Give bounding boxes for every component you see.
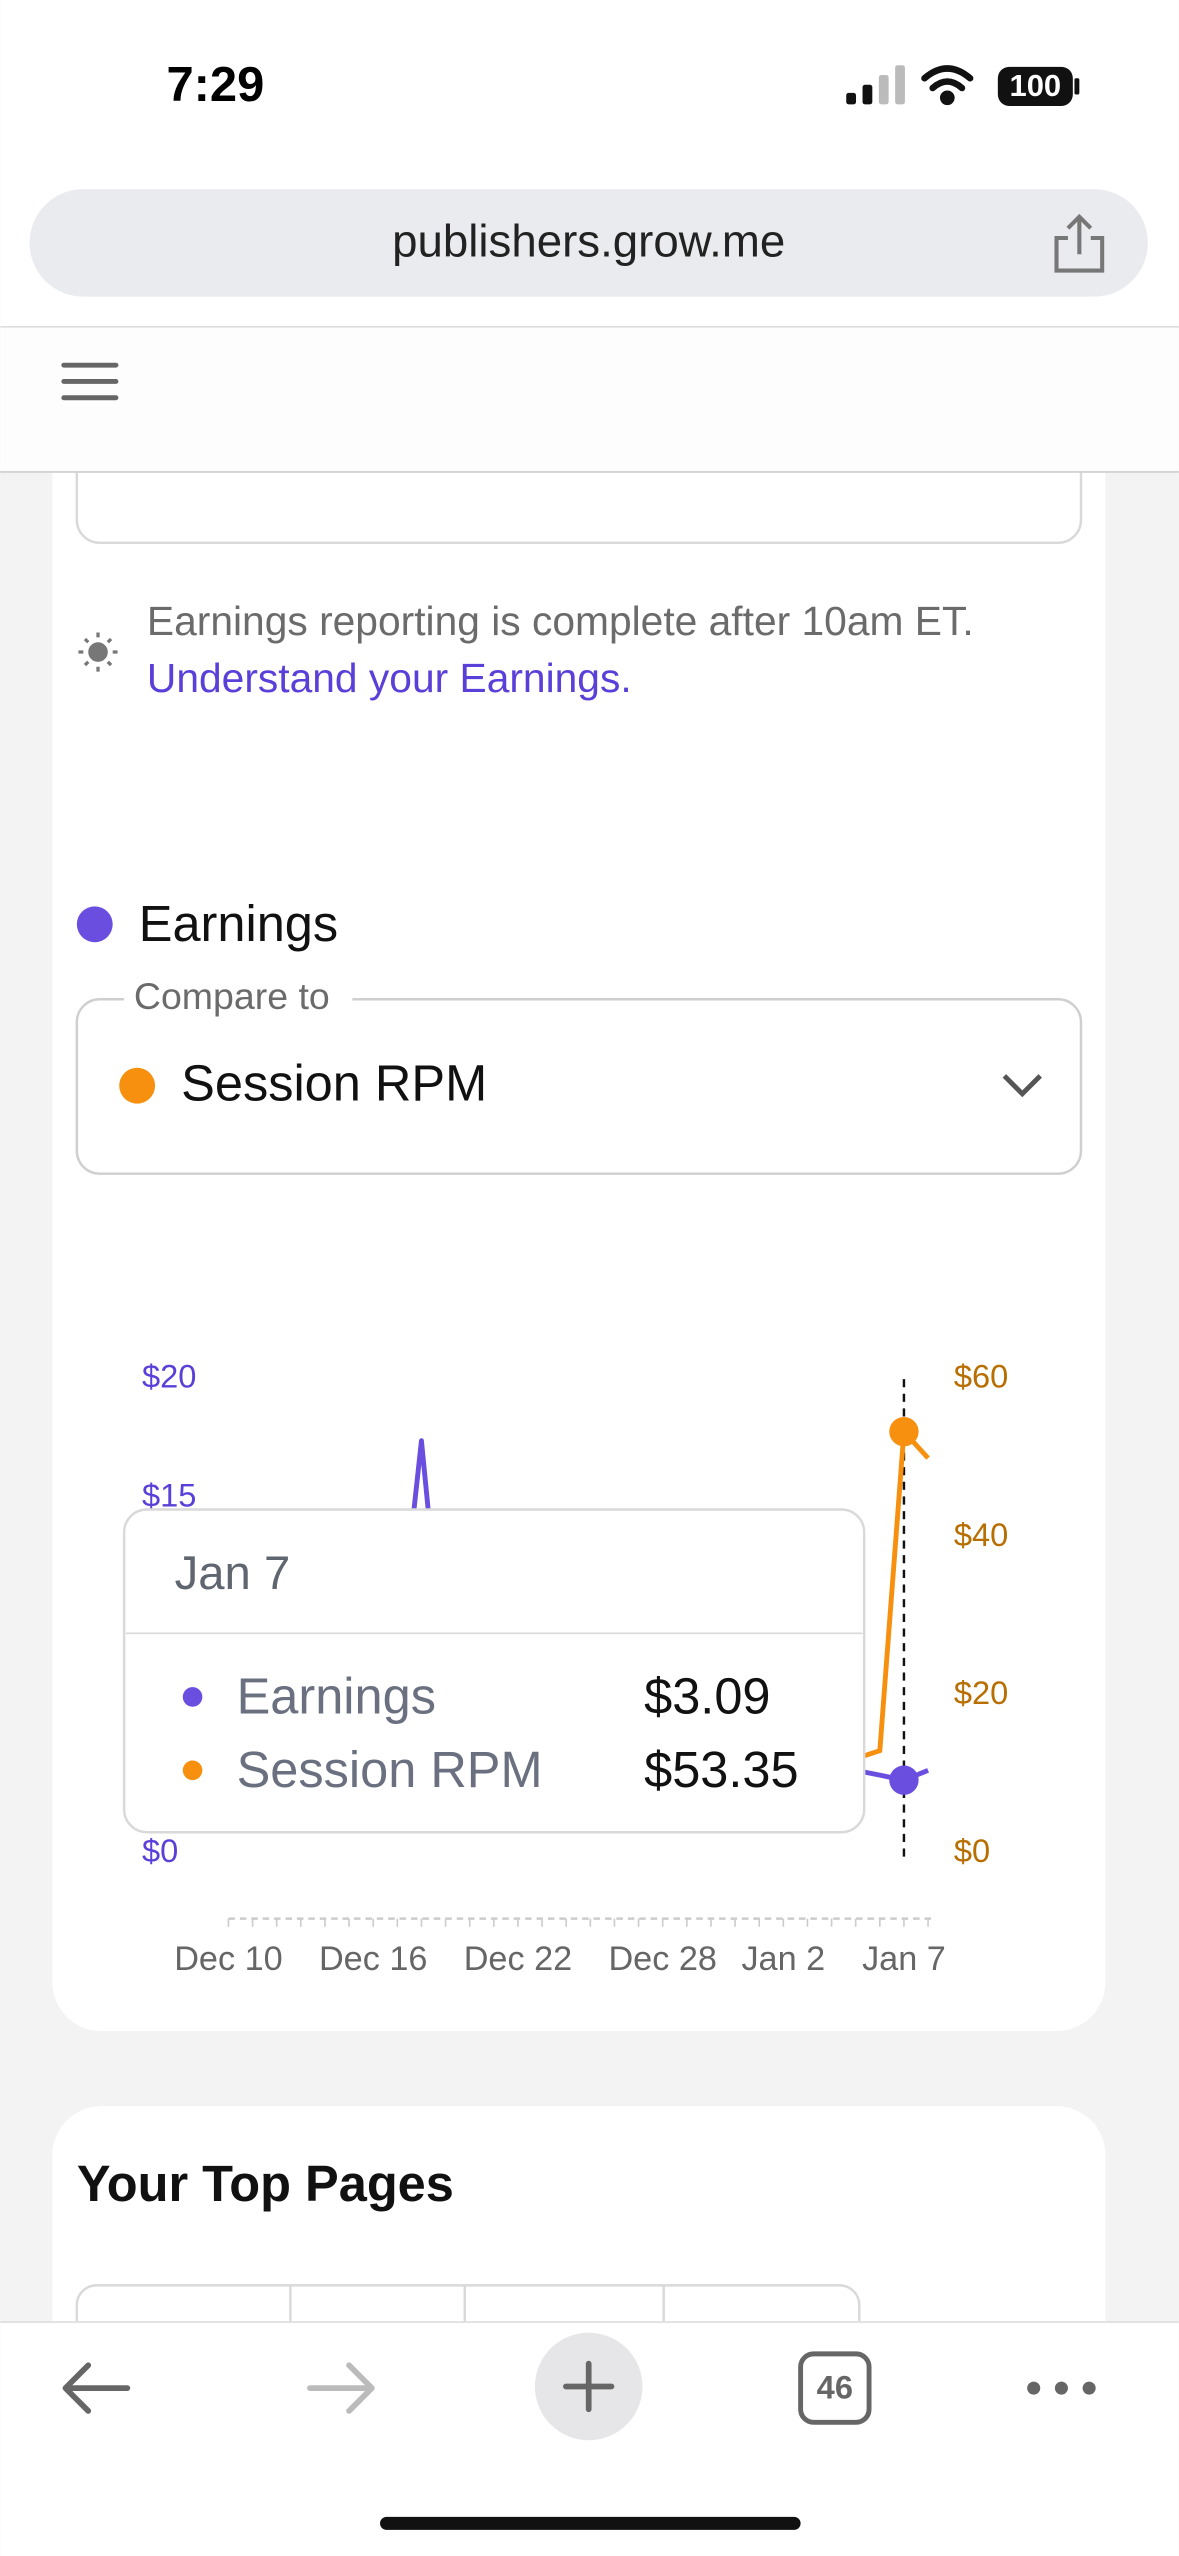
plus-icon [563,2360,615,2413]
tooltip-series: Earnings [237,1668,436,1725]
y-tick-label: $20 [142,1358,196,1395]
site-header [0,326,1179,473]
url[interactable]: publishers.grow.me [392,216,785,267]
forward-button[interactable] [307,2362,375,2414]
hover-dot [889,1765,919,1795]
clock: 7:29 [166,58,264,112]
compare-select[interactable] [75,998,1083,1175]
legend-swatch [119,1067,156,1104]
legend-swatch [76,906,113,943]
x-tick-label: Dec 28 [608,1940,716,1978]
x-tick-label: Dec 16 [319,1940,427,1978]
back-button[interactable] [62,2362,131,2414]
url-bar[interactable] [29,189,1148,297]
menu-button[interactable] [61,362,119,401]
chevron[interactable] [1002,1074,1042,1098]
tabs-button[interactable] [798,2351,872,2425]
y2-tick-label: $20 [954,1674,1008,1711]
wifi [921,65,974,106]
battery-tip [1074,78,1080,95]
y2-tick-label: $60 [954,1358,1008,1395]
battery-level: 100 [1009,68,1061,103]
notice-link[interactable]: Understand your Earnings. [147,655,632,701]
tooltip-swatch [179,1757,206,1784]
battery [997,66,1073,106]
compare-value[interactable]: Session RPM [181,1055,487,1112]
signal [846,65,905,105]
legend-label: Earnings [139,895,338,952]
tooltip-value: $53.35 [644,1741,799,1798]
label-backdrop [124,982,353,1016]
more-button[interactable] [1027,2381,1096,2395]
y2-tick-label: $40 [954,1516,1008,1553]
tab-count[interactable]: 46 [817,2368,853,2405]
x-tick-label: Dec 10 [174,1940,282,1978]
tooltip-box [122,1508,866,1834]
hover-dot [889,1416,919,1447]
y-tick-label: $0 [142,1832,178,1869]
tooltip-swatch [179,1683,206,1710]
tooltip-series: Session RPM [237,1741,543,1798]
x-tick-label: Jan 2 [741,1940,825,1978]
share-button[interactable] [1054,213,1105,273]
x-tick-label: Dec 22 [464,1940,572,1978]
home-indicator [380,2516,801,2530]
x-tick-label: Jan 7 [862,1940,946,1978]
section-title: Your Top Pages [77,2155,454,2212]
tooltip-value: $3.09 [644,1668,770,1725]
notice-text: Earnings reporting is complete after 10a… [147,598,974,644]
tooltip-date: Jan 7 [175,1547,291,1600]
y2-tick-label: $0 [954,1832,990,1869]
compare-label: Compare to [134,975,330,1017]
tooltip: Jan 7 Earnings $3.09 Session RPM $53.35 [122,1508,866,1834]
y-tick-label: $15 [142,1476,196,1513]
sun-icon [78,632,118,672]
